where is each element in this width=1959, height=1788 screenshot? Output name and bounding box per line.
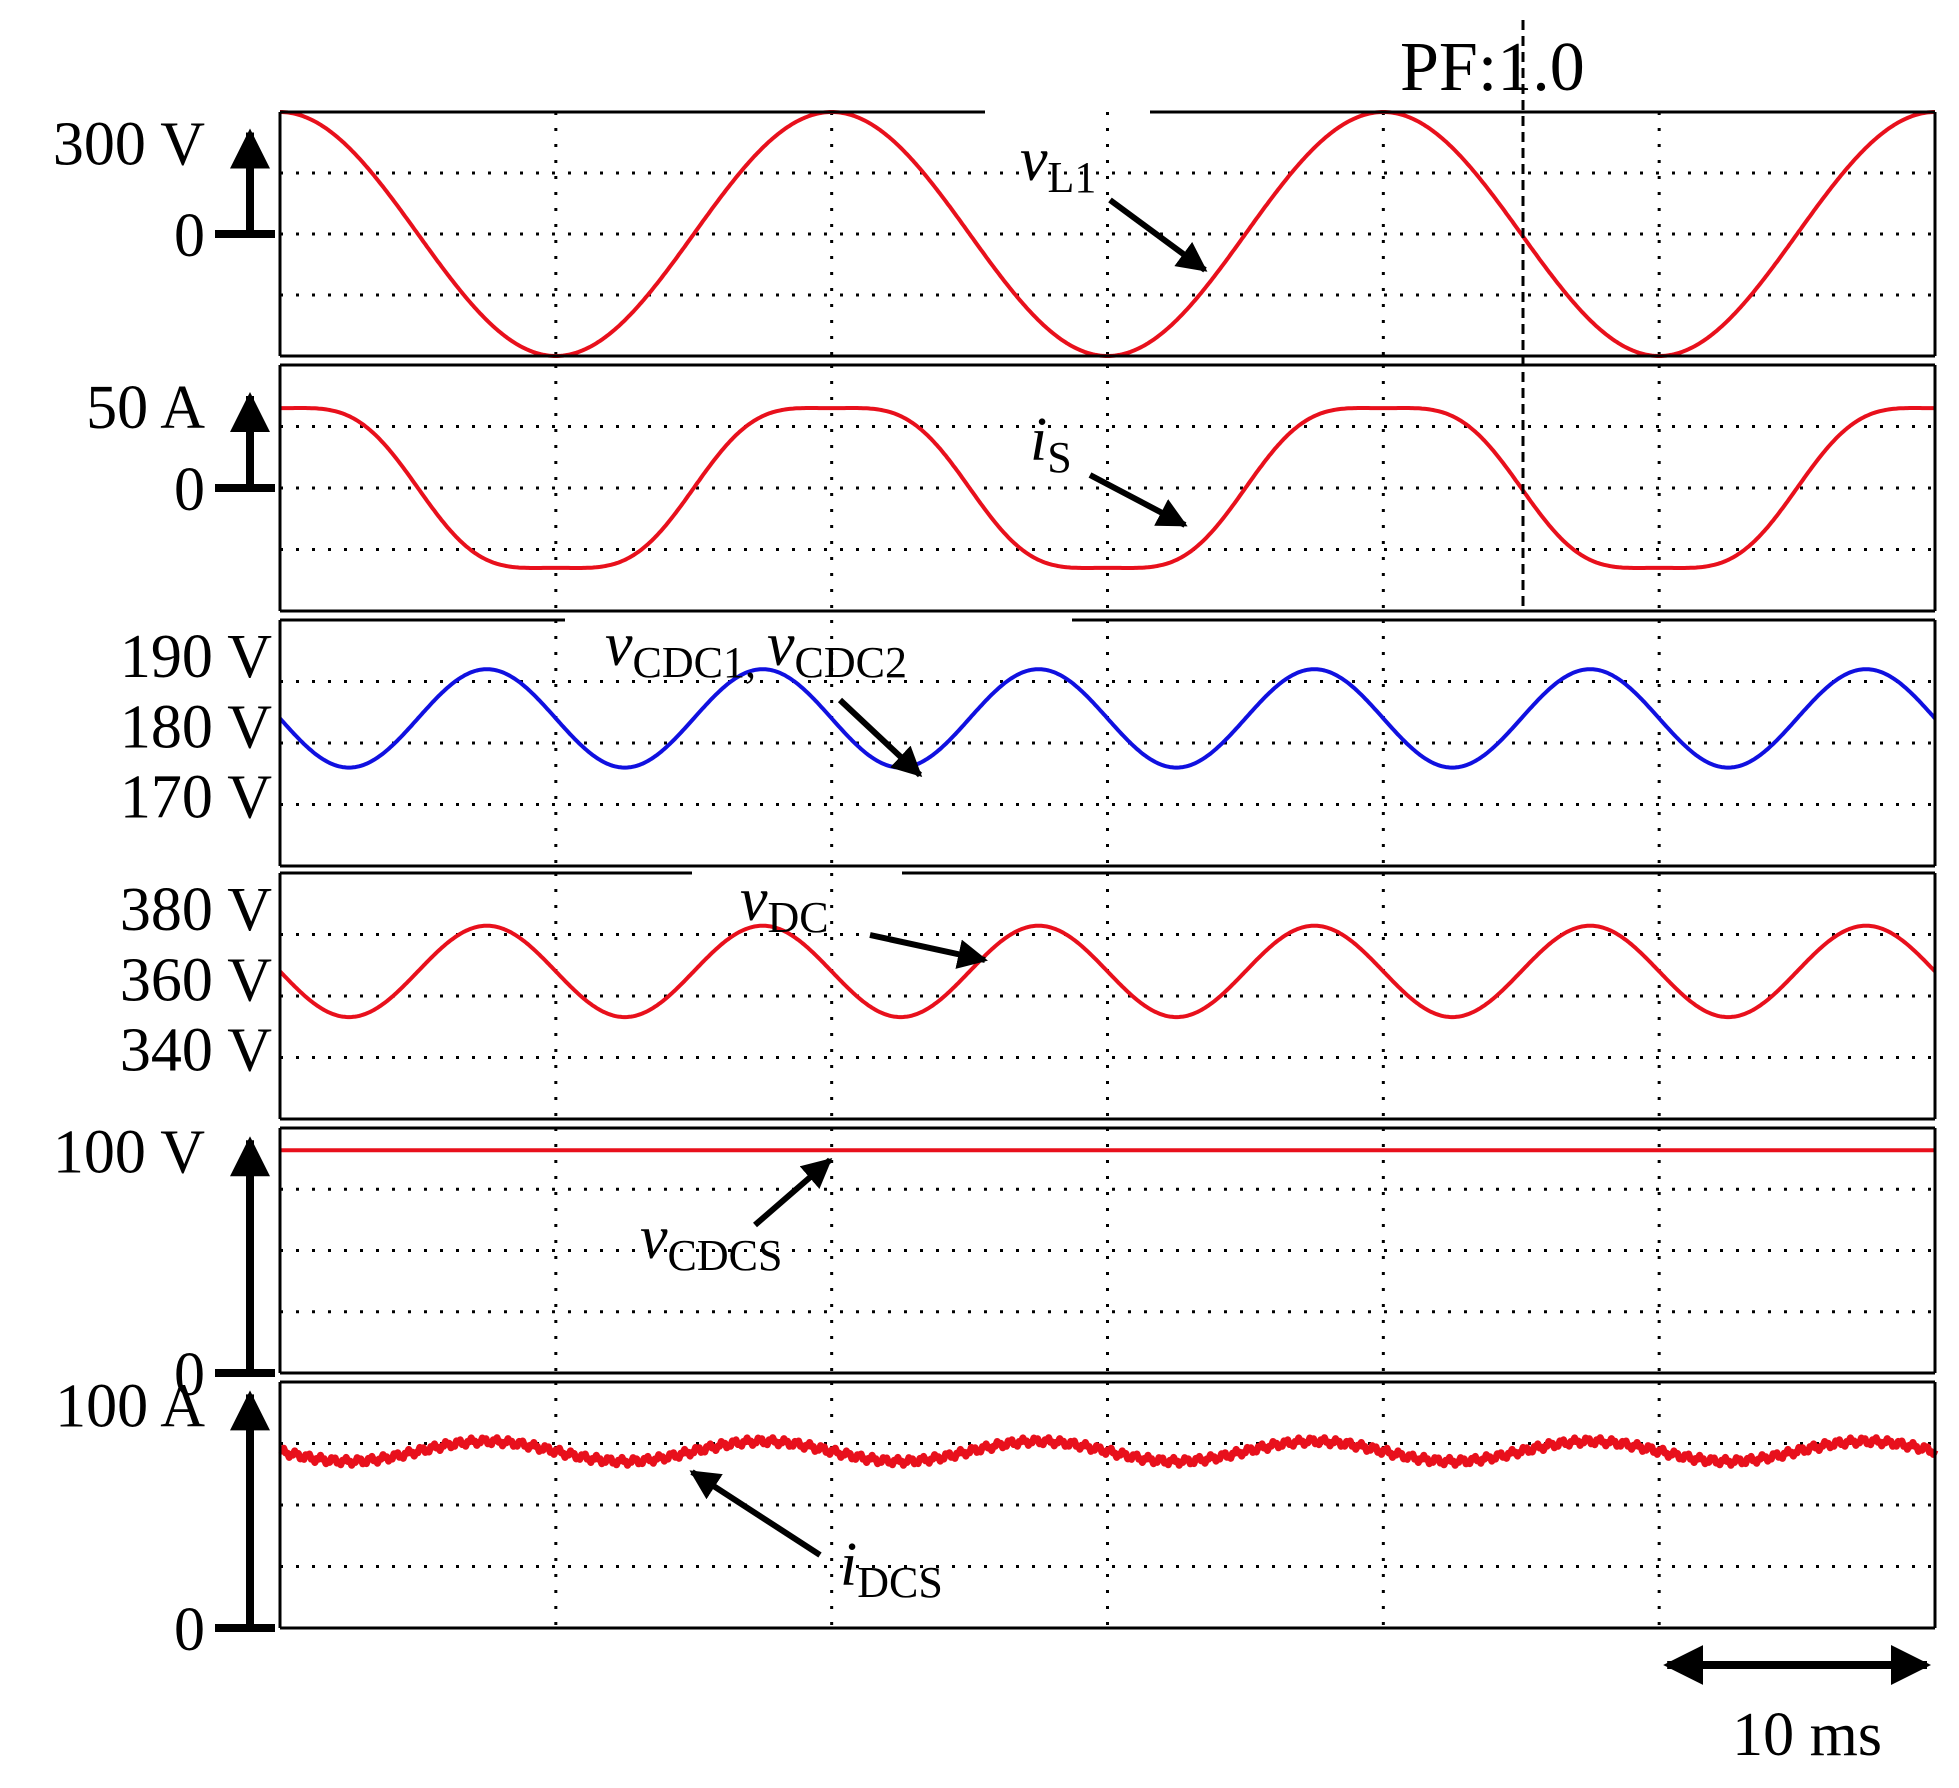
trace-label-sub: DCS (857, 1558, 943, 1607)
trace-label-main: v (740, 866, 768, 934)
tick-label: 340 V (120, 1017, 272, 1085)
tick-label: 0 (174, 456, 205, 524)
trace-label-main: i (840, 1531, 857, 1599)
tick-label: 180 V (120, 693, 272, 761)
trace-label-vDC: vDC (740, 866, 829, 942)
trace-label-vL1: vL1 (1020, 126, 1096, 202)
label-arrow (869, 932, 988, 969)
label-arrow (1108, 197, 1208, 273)
label-arrow (1088, 472, 1188, 528)
tick-label: 0 (174, 202, 205, 270)
label-arrow (689, 1469, 822, 1558)
trace-iS (279, 406, 1936, 570)
tick-label: 300 V (53, 111, 205, 179)
tick-label: 100 A (55, 1372, 205, 1440)
trace-label-main: v (605, 611, 633, 679)
trace-label-main: v (1020, 126, 1048, 194)
label-arrow (837, 697, 923, 778)
trace-label-vCDCS: vCDCS (640, 1204, 782, 1280)
trace-label-vCDC: vCDC1, vCDC2 (605, 611, 907, 687)
trace-label-sub: L1 (1048, 153, 1097, 202)
trace-label-main: v (767, 611, 795, 679)
tick-label: 170 V (120, 764, 272, 832)
trace-label-iDCS: iDCS (840, 1531, 943, 1607)
tick-label: 380 V (120, 876, 272, 944)
trace-label-sub: DC (768, 893, 829, 942)
trace-label-iS: iS (1030, 406, 1072, 482)
annotation-layer (215, 20, 1931, 1685)
trace-label-sub: CDC2 (795, 638, 907, 687)
label-arrow (753, 1157, 833, 1228)
tick-label: 360 V (120, 946, 272, 1014)
tick-label: 50 A (86, 374, 205, 442)
trace-vDC (278, 923, 1937, 1020)
trace-vL1 (279, 110, 1936, 358)
pf-label: PF:1.0 (1400, 29, 1585, 106)
trace-label-sub: CDCS (668, 1231, 783, 1280)
trace-iDCS (278, 1434, 1939, 1469)
trace-vCDC (278, 667, 1937, 770)
grid-layer (280, 112, 1935, 1628)
trace-label-sub: S (1047, 433, 1071, 482)
traces-layer (278, 110, 1939, 1469)
tick-label: 0 (174, 1341, 205, 1409)
trace-label-sep: , (745, 638, 767, 687)
tick-label: 100 V (53, 1118, 205, 1186)
tick-label: 190 V (120, 623, 272, 691)
trace-label-main: i (1030, 406, 1047, 474)
frames-layer (278, 110, 1937, 1630)
tick-label: 0 (174, 1596, 205, 1664)
trace-label-main: v (640, 1204, 668, 1272)
time-scale-label: 10 ms (1732, 1701, 1882, 1769)
trace-label-sub: CDC1 (633, 638, 745, 687)
